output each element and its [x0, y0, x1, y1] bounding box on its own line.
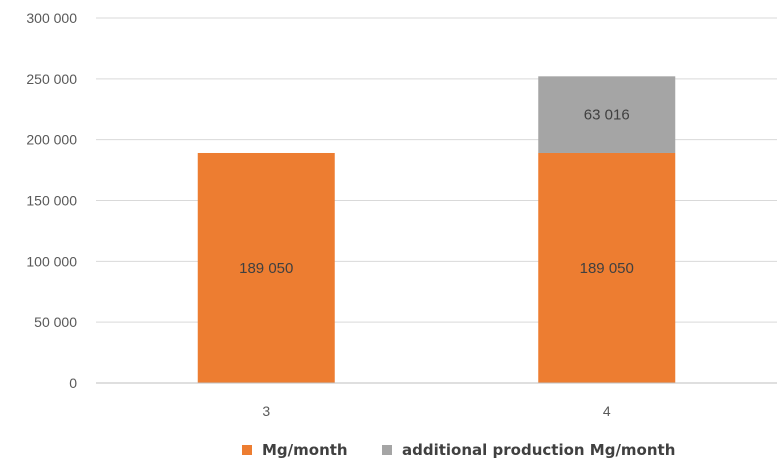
y-tick-label: 250 000 — [26, 71, 77, 87]
data-label: 63 016 — [584, 107, 630, 124]
legend-label: Mg/month — [262, 441, 348, 459]
legend-swatch — [242, 445, 252, 455]
y-tick-label: 200 000 — [26, 132, 77, 148]
x-tick-label: 4 — [603, 403, 611, 419]
y-tick-label: 50 000 — [34, 314, 77, 330]
y-tick-label: 150 000 — [26, 193, 77, 209]
x-tick-label: 3 — [262, 403, 270, 419]
legend-item-mg-month: Mg/month — [242, 441, 348, 459]
y-tick-label: 300 000 — [26, 10, 77, 26]
data-label: 189 050 — [239, 260, 293, 277]
data-label: 189 050 — [580, 260, 634, 277]
bar-mg-month-4 — [538, 152, 676, 383]
y-tick-label: 0 — [69, 375, 77, 391]
y-tick-label: 100 000 — [26, 253, 77, 269]
legend-swatch — [382, 445, 392, 455]
bar-mg-month-3 — [197, 152, 335, 383]
legend-label: additional production Mg/month — [402, 441, 675, 459]
legend-item-additional-production: additional production Mg/month — [382, 441, 675, 459]
bar-additional-production-4 — [538, 76, 676, 153]
